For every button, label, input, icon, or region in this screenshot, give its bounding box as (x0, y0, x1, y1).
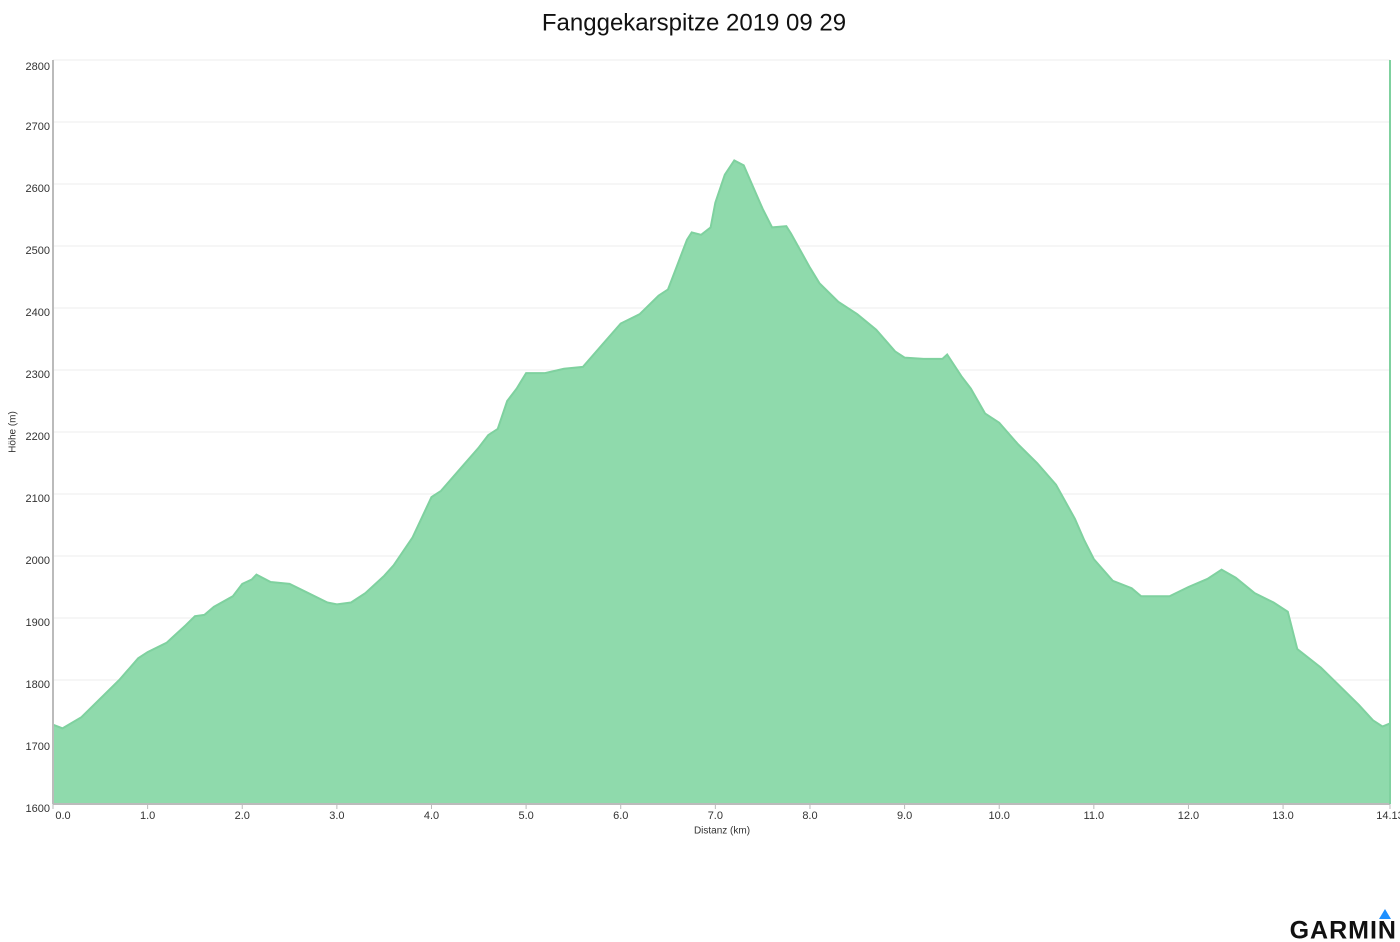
y-axis-label: Höhe (m) (8, 411, 19, 453)
y-tick-label: 2400 (26, 307, 50, 319)
y-tick-label: 2500 (26, 245, 50, 257)
x-tick-label: 1.0 (140, 810, 155, 822)
y-tick-label: 2800 (26, 61, 50, 73)
y-tick-label: 2700 (26, 121, 50, 133)
chart-title: Fanggekarspitze 2019 09 29 (542, 9, 846, 36)
y-tick-label: 2200 (26, 431, 50, 443)
x-tick-label: 13.0 (1272, 810, 1293, 822)
y-tick-label: 2300 (26, 369, 50, 381)
x-tick-label: 11.0 (1084, 810, 1105, 822)
x-tick-label: 7.0 (708, 810, 723, 822)
y-tick-label: 1700 (26, 741, 50, 753)
y-tick-label: 2100 (26, 493, 50, 505)
x-tick-label: 14.13 (1376, 810, 1400, 822)
area-line (52, 159, 1391, 730)
y-tick-label: 2600 (26, 183, 50, 195)
x-tick-label: 0.0 (55, 810, 70, 822)
x-tick-label: 12.0 (1178, 810, 1199, 822)
x-tick-label: 6.0 (613, 810, 628, 822)
x-tick-label: 9.0 (897, 810, 912, 822)
x-tick-label: 8.0 (802, 810, 817, 822)
x-tick-label: 4.0 (424, 810, 439, 822)
x-tick-label: 2.0 (235, 810, 250, 822)
y-tick-label: 1600 (26, 803, 50, 815)
x-tick-label: 5.0 (518, 810, 533, 822)
x-tick-label: 10.0 (989, 810, 1010, 822)
y-tick-label: 1800 (26, 679, 50, 691)
logo: GARMIN (1290, 917, 1397, 942)
logo-triangle (1379, 909, 1391, 919)
y-tick-label: 2000 (26, 555, 50, 567)
x-axis-label: Distanz (km) (694, 826, 750, 837)
area-fill (53, 160, 1390, 804)
x-tick-label: 3.0 (329, 810, 344, 822)
y-tick-label: 1900 (26, 617, 50, 629)
